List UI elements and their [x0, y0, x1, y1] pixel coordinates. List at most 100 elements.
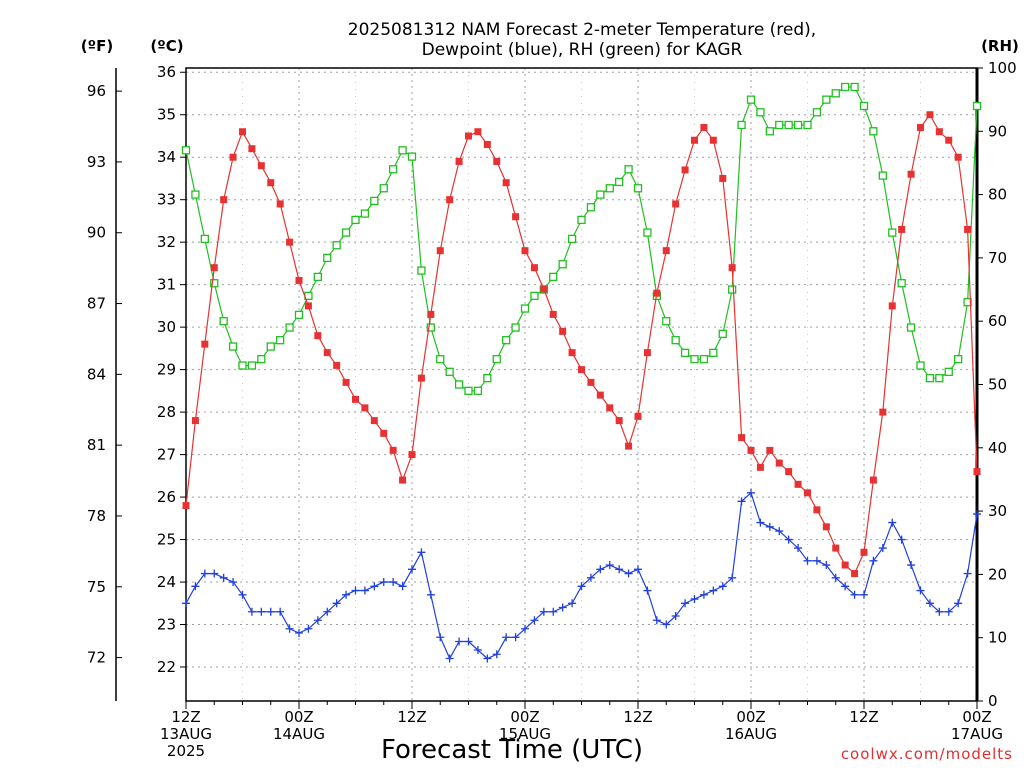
point-temperature [832, 544, 840, 552]
x-tick-label: 12Z [171, 708, 200, 726]
point-rh [276, 336, 285, 345]
celsius-tick-label: 34 [157, 148, 176, 166]
point-rh [464, 386, 473, 395]
point-rh [737, 120, 746, 130]
point-rh [671, 336, 680, 345]
point-dewpoint [285, 624, 294, 633]
point-temperature [323, 349, 331, 357]
point-dewpoint [464, 637, 473, 646]
point-temperature [361, 404, 369, 412]
point-dewpoint [342, 590, 351, 599]
point-rh [728, 285, 737, 294]
point-temperature [427, 310, 435, 318]
point-temperature [370, 417, 378, 425]
point-rh [257, 355, 266, 364]
point-temperature [888, 302, 896, 310]
point-temperature [191, 417, 199, 425]
fahrenheit-axis: 72 75 78 81 84 87 90 93 96 [87, 82, 122, 667]
celsius-tick-label: 36 [157, 63, 176, 81]
point-rh [219, 317, 228, 326]
point-dewpoint [408, 565, 416, 574]
point-temperature [728, 264, 736, 272]
fahrenheit-tick-label: 96 [87, 82, 106, 100]
point-temperature [408, 451, 416, 459]
point-rh [417, 266, 426, 275]
point-dewpoint [426, 590, 435, 599]
series-temperature [182, 111, 981, 578]
point-dewpoint [841, 582, 850, 591]
x-tick-label: 2025 [167, 742, 205, 760]
point-temperature [239, 128, 246, 136]
point-dewpoint [869, 556, 878, 565]
point-rh [897, 279, 906, 288]
point-rh [379, 184, 388, 193]
point-rh [191, 190, 200, 199]
celsius-tick-label: 27 [157, 446, 176, 464]
x-tick-label: 12Z [623, 708, 652, 726]
point-rh [313, 272, 322, 282]
point-dewpoint [530, 616, 539, 625]
point-dewpoint [963, 569, 972, 578]
point-dewpoint [615, 565, 624, 574]
fahrenheit-tick-label: 81 [87, 436, 106, 454]
point-rh [586, 203, 596, 212]
rh-tick-label: 60 [988, 312, 1007, 330]
point-dewpoint [944, 607, 953, 616]
x-tick-label: 15AUG [499, 725, 551, 743]
series-line-dewpoint [185, 491, 978, 660]
point-dewpoint [662, 620, 671, 629]
x-tick-label: 00Z [962, 708, 991, 726]
x-axis-title: Forecast Time (UTC) [381, 735, 643, 765]
point-rh [351, 215, 360, 225]
point-dewpoint [379, 578, 388, 587]
x-tick-label: 13AUG [160, 725, 212, 743]
celsius-unit-label: (ºC) [150, 37, 183, 55]
point-temperature [417, 374, 425, 382]
point-rh [916, 361, 925, 370]
point-temperature [606, 404, 614, 412]
point-dewpoint [191, 582, 200, 591]
point-dewpoint [850, 590, 859, 599]
point-temperature [559, 327, 567, 335]
point-dewpoint [652, 616, 661, 625]
point-temperature [314, 332, 322, 340]
fahrenheit-tick-label: 87 [87, 295, 106, 313]
point-dewpoint [266, 607, 275, 616]
rh-tick-label: 90 [988, 122, 1007, 140]
point-dewpoint [549, 607, 558, 616]
point-temperature [917, 123, 924, 131]
point-rh [954, 355, 963, 364]
point-rh [511, 323, 520, 332]
point-dewpoint [200, 569, 209, 578]
point-rh [389, 165, 398, 174]
point-temperature [766, 446, 774, 454]
rh-tick-label: 80 [988, 186, 1007, 204]
point-temperature [869, 476, 877, 484]
rh-tick-label: 100 [988, 59, 1017, 77]
point-rh [294, 310, 304, 320]
point-temperature [210, 264, 218, 272]
point-temperature [643, 349, 651, 357]
gridlines [186, 68, 977, 701]
point-dewpoint [586, 573, 595, 582]
point-rh [445, 367, 454, 376]
point-dewpoint [323, 607, 332, 616]
x-tick-label: 12Z [849, 708, 878, 726]
celsius-tick-label: 29 [157, 361, 176, 379]
point-dewpoint [389, 578, 398, 587]
point-rh [793, 120, 803, 130]
point-rh [473, 386, 483, 395]
point-rh [812, 108, 822, 117]
point-dewpoint [455, 637, 464, 646]
point-rh [520, 304, 530, 313]
rh-tick-label: 30 [988, 502, 1007, 520]
point-temperature [220, 196, 228, 204]
point-temperature [700, 123, 708, 131]
point-rh [690, 355, 699, 364]
point-dewpoint [916, 586, 925, 595]
point-dewpoint [803, 556, 812, 565]
point-temperature [926, 111, 934, 119]
x-tick-label: 00Z [736, 708, 765, 726]
point-dewpoint [954, 599, 963, 608]
point-dewpoint [878, 544, 887, 553]
